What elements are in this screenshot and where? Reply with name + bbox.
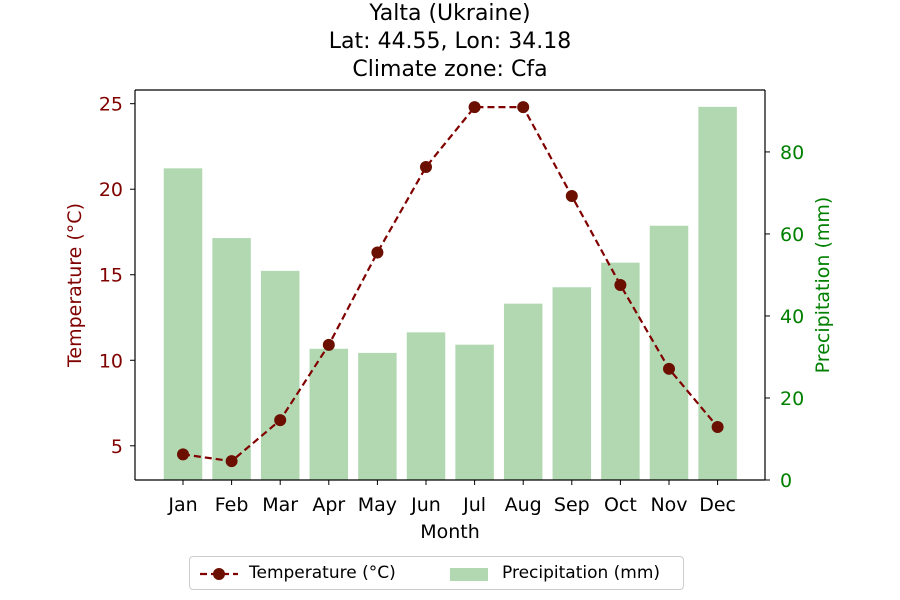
precipitation-bar-mar bbox=[260, 270, 300, 480]
legend-temperature-swatch bbox=[200, 568, 238, 580]
precipitation-bar-jan bbox=[163, 168, 203, 481]
temperature-point-mar bbox=[274, 414, 287, 427]
y-right-tick-label-60: 60 bbox=[780, 224, 804, 246]
chart-title-line-3: Climate zone: Cfa bbox=[352, 57, 548, 82]
temperature-point-aug bbox=[517, 101, 530, 114]
y-right-tick-label-80: 80 bbox=[780, 142, 804, 164]
y-left-tick-label-5: 5 bbox=[111, 436, 123, 458]
legend-precipitation-swatch bbox=[450, 568, 488, 581]
temperature-point-oct bbox=[614, 279, 627, 291]
x-tick-label-nov: Nov bbox=[650, 494, 687, 516]
y-right-tick-label-20: 20 bbox=[780, 388, 804, 410]
x-tick-label-sep: Sep bbox=[554, 494, 590, 516]
x-tick-label-mar: Mar bbox=[262, 494, 298, 516]
legend-precipitation-label: Precipitation (mm) bbox=[502, 563, 661, 583]
temperature-point-jul bbox=[468, 101, 481, 114]
x-tick-label-dec: Dec bbox=[699, 494, 736, 516]
x-tick-label-jan: Jan bbox=[167, 494, 197, 516]
y-left-tick-label-25: 25 bbox=[99, 94, 123, 116]
x-tick-label-jun: Jun bbox=[410, 494, 441, 516]
temperature-point-jan bbox=[177, 448, 189, 461]
y-left-axis-label: Temperature (°C) bbox=[64, 203, 86, 368]
precipitation-bar-oct bbox=[601, 262, 640, 480]
legend-temperature-label: Temperature (°C) bbox=[249, 563, 396, 583]
precipitation-bar-feb bbox=[212, 238, 251, 480]
x-tick-label-apr: Apr bbox=[312, 494, 345, 516]
y-left-tick-label-10: 10 bbox=[99, 350, 123, 372]
precipitation-bar-aug bbox=[503, 303, 543, 480]
precipitation-bar-apr bbox=[309, 348, 349, 480]
temperature-point-feb bbox=[225, 455, 238, 468]
temperature-point-nov bbox=[663, 362, 675, 375]
x-tick-label-jul: Jul bbox=[462, 494, 486, 516]
y-right-tick-label-0: 0 bbox=[780, 470, 792, 492]
y-left-tick-label-20: 20 bbox=[99, 179, 123, 201]
y-right-axis-label: Precipitation (mm) bbox=[812, 197, 834, 374]
temperature-line bbox=[182, 106, 719, 463]
x-tick-label-may: May bbox=[358, 494, 397, 516]
temperature-point-apr bbox=[322, 338, 335, 351]
precipitation-bar-nov bbox=[649, 225, 689, 480]
y-right-tick-label-40: 40 bbox=[780, 306, 804, 328]
chart-legend: Temperature (°C) Precipitation (mm) bbox=[189, 556, 684, 590]
chart-title-line-2: Lat: 44.55, Lon: 34.18 bbox=[328, 29, 572, 54]
x-tick-label-feb: Feb bbox=[215, 494, 249, 516]
precipitation-bar-jun bbox=[406, 332, 446, 480]
temperature-point-jun bbox=[420, 160, 432, 173]
x-axis-label: Month bbox=[420, 521, 480, 543]
precipitation-bar-sep bbox=[552, 287, 592, 480]
temperature-point-dec bbox=[711, 420, 724, 433]
x-tick-label-aug: Aug bbox=[505, 494, 542, 516]
y-left-tick-label-15: 15 bbox=[99, 265, 123, 287]
temperature-point-may bbox=[371, 246, 384, 259]
precipitation-bar-jul bbox=[455, 344, 494, 480]
precipitation-bar-dec bbox=[698, 106, 737, 481]
x-tick-label-oct: Oct bbox=[604, 494, 637, 516]
temperature-point-sep bbox=[565, 190, 578, 203]
chart-title-line-1: Yalta (Ukraine) bbox=[369, 1, 531, 26]
precipitation-bar-may bbox=[358, 352, 397, 480]
